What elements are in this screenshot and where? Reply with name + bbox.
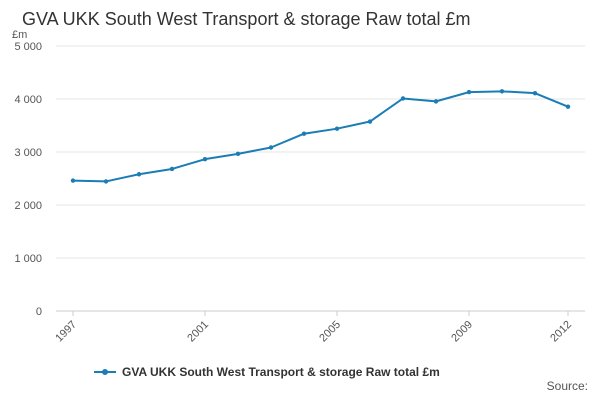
series-line[interactable] [72,90,569,183]
data-point[interactable] [235,151,241,157]
data-point[interactable] [70,178,76,183]
data-point[interactable] [202,156,208,162]
y-tick-label: 1 000 [14,253,42,265]
data-point[interactable] [367,119,373,124]
data-point[interactable] [499,89,505,94]
x-tick-label: 2009 [449,319,475,345]
legend-series-label: GVA UKK South West Transport & storage R… [122,365,440,379]
data-point[interactable] [466,89,472,95]
data-point[interactable] [433,99,439,104]
x-tick-label: 2005 [317,319,343,345]
data-point[interactable] [169,166,175,172]
data-point[interactable] [136,172,142,177]
y-tick-label: 0 [36,306,42,318]
data-point[interactable] [532,90,538,96]
data-point[interactable] [268,145,274,150]
data-point[interactable] [103,179,109,184]
chart-legend[interactable]: GVA UKK South West Transport & storage R… [94,365,440,379]
source-label: Source: [546,379,588,393]
data-point[interactable] [301,131,307,136]
data-point[interactable] [400,96,406,101]
legend-series-marker [94,369,116,375]
data-point[interactable] [565,104,571,109]
y-tick-label: 3 000 [14,147,42,159]
x-tick-label: 1997 [53,319,79,345]
y-tick-label: 2 000 [14,200,42,212]
y-axis-unit-label: £m [12,29,27,41]
y-tick-label: 5 000 [14,41,42,53]
y-tick-label: 4 000 [14,94,42,106]
chart-title: GVA UKK South West Transport & storage R… [22,9,471,29]
x-tick-label: 2012 [548,319,574,345]
x-tick-label: 2001 [185,319,211,345]
data-point[interactable] [334,126,340,131]
